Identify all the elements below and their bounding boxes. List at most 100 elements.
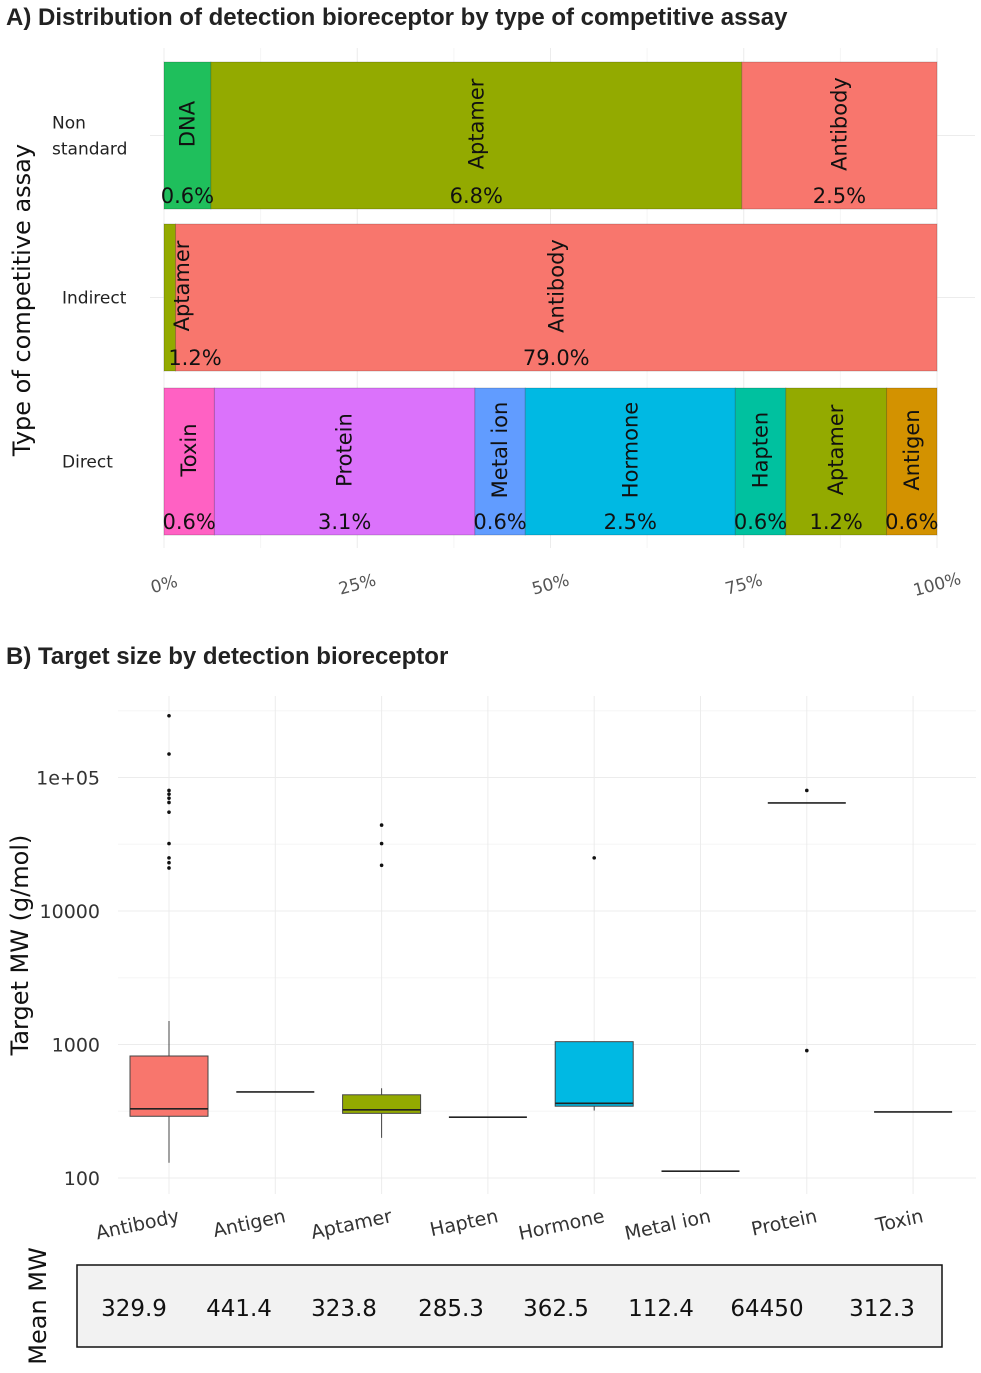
panel-a-y-axis-title: Type of competitive assay [8, 144, 36, 457]
panel-b-x-tick-label: Hapten [428, 1205, 500, 1241]
panel-b-x-tick-label: Antigen [211, 1205, 288, 1242]
panel-b-y-tick-label: 100 [64, 1168, 100, 1190]
panel-b-title: B) Target size by detection bioreceptor [6, 643, 448, 670]
bar-segment-name: Hormone [618, 402, 642, 498]
bar-segment-percent: 2.5% [604, 510, 657, 534]
panel-b-x-tick-label: Aptamer [309, 1205, 394, 1244]
panel-a-category-label: Indirect [62, 289, 127, 309]
bar-segment-aptamer [210, 61, 743, 210]
bar-segment-name: Antigen [900, 409, 924, 490]
mean-value-antibody: 329.9 [101, 1296, 167, 1322]
panel-b-y-tick-label: 1e+05 [36, 768, 100, 790]
bar-segment-name: Hapten [749, 412, 773, 488]
panel-b-y-tick-label: 10000 [40, 901, 100, 923]
box-protein [767, 788, 846, 1053]
box-outlier [379, 863, 384, 868]
panel-a-bars: DNA 0.6% Aptamer 6.8% Antibody 2.5% Aptamer 1.2… [161, 61, 938, 536]
box-outlier [167, 810, 171, 814]
box-outlier [167, 860, 171, 865]
box-hormone [554, 856, 634, 1111]
mean-table-label: Mean MW [24, 1247, 52, 1364]
bar-segment-name: Protein [333, 413, 357, 487]
mean-value-toxin: 312.3 [849, 1296, 915, 1322]
mean-table [76, 1264, 943, 1348]
box-aptamer [342, 823, 422, 1138]
bar-segment-percent: 0.6% [885, 510, 938, 534]
panel-a-x-tick-label: 100% [911, 569, 963, 601]
bar-segment-percent: 1.2% [168, 346, 221, 370]
bar-segment-name: Antibody [827, 77, 851, 171]
box-outlier [167, 796, 171, 800]
bar-segment-name: Aptamer [464, 78, 488, 169]
panel-b: B) Target size by detection bioreceptor … [6, 643, 976, 1365]
mean-value-aptamer: 323.8 [311, 1296, 377, 1322]
panel-b-x-tick-label: Hormone [517, 1205, 607, 1245]
bar-segment-dna [163, 61, 212, 210]
bar-segment-metal-ion [474, 387, 526, 536]
box-body [129, 1055, 209, 1117]
mean-values: 329.9 441.4 323.8 285.3 362.5 112.4 64450 312.3 [101, 1296, 915, 1322]
box-outlier [592, 856, 596, 860]
panel-b-y-axis-title: Target MW (g/mol) [6, 835, 34, 1057]
panel-a-x-tick-label: 25% [337, 570, 379, 599]
panel-b-x-tick-label: Protein [749, 1205, 819, 1240]
box-outlier [379, 823, 384, 827]
panel-b-x-ticks: Antibody Antigen Aptamer Hapten Hormone Metal… [94, 1205, 926, 1245]
bar-segment-name: Antibody [544, 239, 568, 333]
bar-segment-percent: 0.6% [163, 510, 216, 534]
panel-b-grid [118, 696, 976, 1194]
panel-a-category-label: Direct [62, 453, 113, 473]
mean-value-hormone: 362.5 [523, 1296, 589, 1322]
box-antibody [129, 713, 209, 1163]
panel-a: A) Distribution of detection bioreceptor… [6, 4, 975, 601]
bar-segment-aptamer [785, 387, 888, 536]
panel-b-x-tick-label: Toxin [873, 1205, 925, 1237]
bar-segment-hapten [734, 387, 787, 536]
panel-b-plot-area [118, 696, 976, 1194]
box-body [342, 1094, 422, 1114]
panel-b-y-ticks: 100 1000 10000 1e+05 [36, 768, 100, 1191]
box-outlier [379, 841, 384, 846]
box-outlier [805, 1048, 809, 1053]
bar-segment-percent: 0.6% [161, 184, 214, 208]
panel-a-x-tick-label: 75% [723, 570, 765, 599]
panel-b-x-tick-label: Metal ion [623, 1205, 713, 1245]
bar-segment-percent: 1.2% [809, 510, 862, 534]
panel-a-category-labels: Non standard Indirect Direct [52, 114, 127, 473]
mean-value-hapten: 285.3 [418, 1296, 484, 1322]
bar-segment-percent: 2.5% [813, 184, 866, 208]
panel-a-x-tick-label: 0% [149, 572, 180, 598]
bar-segment-percent: 3.1% [318, 510, 371, 534]
bar-segment-antibody [175, 223, 938, 372]
bar-segment-name: DNA [175, 100, 199, 147]
box-outlier [167, 841, 171, 846]
bar-segment-name: Metal ion [488, 402, 512, 499]
box-outlier [167, 792, 171, 796]
panel-b-y-tick-label: 1000 [52, 1035, 100, 1057]
mean-value-protein: 64450 [730, 1296, 803, 1322]
box-outlier [167, 788, 171, 793]
bar-segment-name: Aptamer [824, 404, 848, 495]
bar-segment-percent: 79.0% [523, 346, 590, 370]
mean-value-antigen: 441.4 [206, 1296, 272, 1322]
box-body [554, 1041, 634, 1107]
mean-value-metal-ion: 112.4 [628, 1296, 694, 1322]
panel-a-category-label: Non [52, 114, 86, 134]
panel-b-x-tick-label: Antibody [94, 1205, 181, 1244]
bar-segment-percent: 0.6% [734, 510, 787, 534]
bar-segment-name: Toxin [177, 423, 201, 477]
box-outlier [167, 800, 171, 805]
bar-segment-antibody [741, 61, 938, 210]
box-outlier [167, 752, 171, 756]
bar-segment-percent: 0.6% [473, 510, 526, 534]
box-outlier [805, 788, 809, 793]
panel-b-boxes [129, 713, 953, 1173]
box-outlier [167, 866, 171, 870]
bar-segment-antigen [886, 387, 938, 536]
box-outlier [167, 713, 171, 718]
panel-a-title: A) Distribution of detection bioreceptor… [6, 4, 788, 31]
panel-a-x-ticks: 0% 25% 50% 75% 100% [149, 569, 964, 601]
bar-segment-percent: 6.8% [450, 184, 503, 208]
bar-segment-name: Aptamer [170, 240, 194, 331]
